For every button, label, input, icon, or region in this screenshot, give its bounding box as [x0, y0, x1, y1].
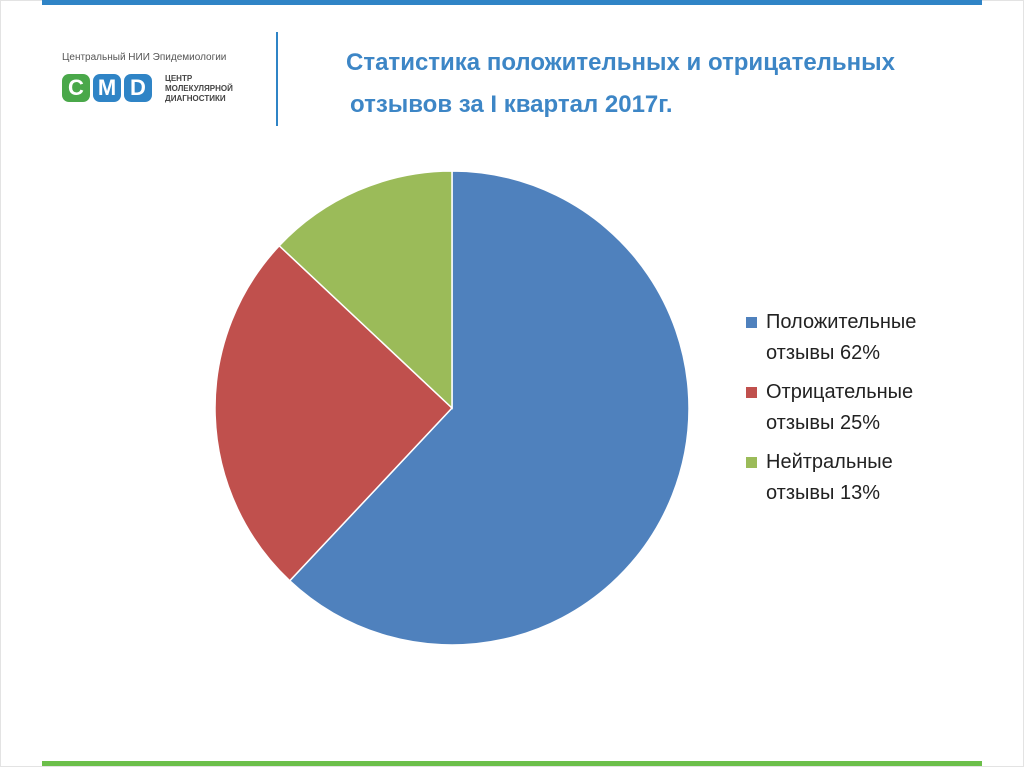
legend-item-neutral: Нейтральные отзывы 13% [746, 447, 996, 509]
logo-sub-line: ЦЕНТР [165, 74, 193, 83]
legend-label-line2: отзывы 62% [766, 342, 880, 364]
title-line-2: отзывов за I квартал 2017г. [350, 91, 673, 118]
legend-label-line1: Положительные [766, 311, 917, 333]
legend-swatch-negative [746, 387, 757, 398]
pie-slice-positive [288, 170, 690, 646]
pie-slice-negative [214, 244, 454, 582]
logo-letter-c: C [62, 74, 90, 102]
logo-letters: C M D [62, 74, 152, 102]
legend-label-line2: отзывы 25% [766, 412, 880, 434]
legend-item-negative: Отрицательные отзывы 25% [746, 377, 996, 439]
pie-chart [214, 170, 690, 646]
legend-item-positive: Положительные отзывы 62% [746, 307, 996, 369]
logo-subtitle: ЦЕНТР МОЛЕКУЛЯРНОЙ ДИАГНОСТИКИ [165, 74, 233, 104]
top-accent-bar [42, 0, 982, 5]
title-line-1: Статистика положительных и отрицательных [346, 49, 896, 76]
logo-sub-line: МОЛЕКУЛЯРНОЙ [165, 84, 233, 93]
logo-sub-line: ДИАГНОСТИКИ [165, 94, 226, 103]
cmd-logo: Центральный НИИ Эпидемиологии C M D ЦЕНТ… [62, 52, 262, 112]
logo-letter-d: D [124, 74, 152, 102]
legend-label-line2: отзывы 13% [766, 482, 880, 504]
legend-label-line1: Нейтральные [766, 451, 893, 473]
header-divider [276, 32, 278, 126]
legend-swatch-positive [746, 317, 757, 328]
slide-title: Статистика положительных и отрицательных… [346, 42, 986, 126]
legend-swatch-neutral [746, 457, 757, 468]
logo-letter-m: M [93, 74, 121, 102]
legend-label-line1: Отрицательные [766, 381, 914, 403]
logo-institute-text: Центральный НИИ Эпидемиологии [62, 52, 227, 63]
chart-legend: Положительные отзывы 62% Отрицательные о… [746, 307, 996, 517]
pie-slice-neutral [278, 170, 453, 410]
bottom-accent-bar [42, 761, 982, 766]
